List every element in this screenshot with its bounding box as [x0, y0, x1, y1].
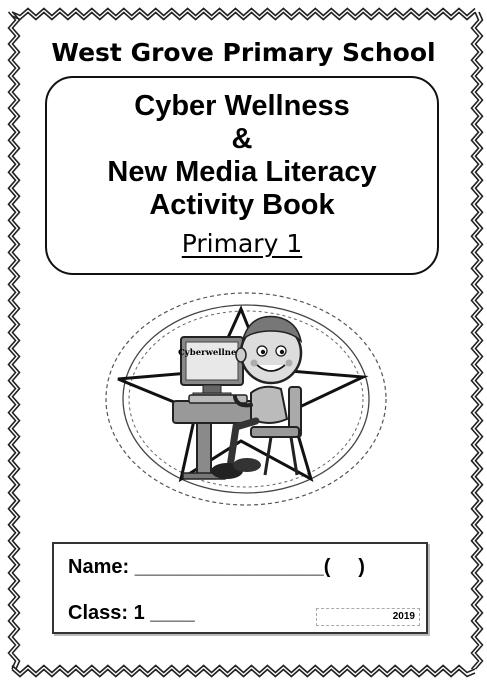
title-box: Cyber Wellness & New Media Literacy Acti… — [45, 76, 439, 275]
zigzag-border-segment — [11, 664, 476, 674]
title-line-3: New Media Literacy — [107, 156, 377, 188]
child-hair — [241, 315, 303, 344]
zigzag-border-segment — [11, 668, 476, 678]
emblem-illustration: Cyberwellness — [105, 292, 387, 506]
level-label: Primary 1 — [47, 229, 437, 258]
shoe-right — [233, 458, 261, 472]
title-line-1: Cyber Wellness — [134, 90, 350, 122]
desk-icon — [172, 394, 256, 480]
inner-dashed-circle — [128, 310, 364, 488]
title-line-4: Activity Book — [149, 189, 335, 221]
title-line-2: & — [231, 123, 253, 155]
outer-dashed-circle — [105, 292, 387, 506]
level-text: Primary 1 — [181, 229, 303, 258]
monitor-label: Cyberwellness — [178, 348, 246, 358]
zigzag-border-segment — [11, 7, 476, 17]
zigzag-border-segment — [11, 11, 21, 670]
year-box: 2019 — [316, 608, 420, 626]
inner-circle — [122, 304, 370, 494]
zigzag-border-segment — [474, 11, 484, 670]
zigzag-border-segment — [7, 11, 17, 670]
name-field[interactable]: Name: _________________( ) — [68, 556, 365, 578]
computer-monitor-icon — [180, 336, 244, 399]
class-field[interactable]: Class: 1 ____ — [68, 602, 195, 624]
zigzag-border-segment — [470, 11, 480, 670]
chair-icon — [250, 386, 302, 476]
year-label: 2019 — [392, 611, 415, 622]
school-name: West Grove Primary School — [51, 38, 436, 67]
child-ear — [235, 347, 247, 363]
student-info-box: Name: _________________( ) Class: 1 ____… — [52, 542, 428, 634]
child-character-icon — [211, 315, 303, 479]
zigzag-border-segment — [11, 11, 476, 21]
star-shape — [117, 305, 369, 483]
